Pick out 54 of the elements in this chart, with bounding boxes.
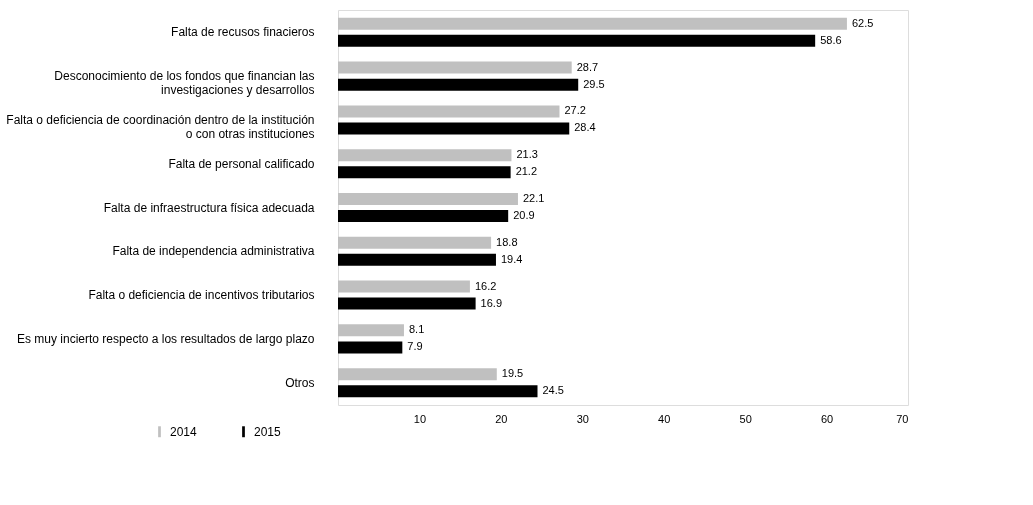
data-label: 7.9: [407, 340, 423, 353]
data-label: 19.4: [500, 252, 523, 265]
bar: [338, 192, 518, 205]
data-label: 20.9: [513, 209, 535, 222]
bar: [338, 341, 403, 354]
data-label: 22.1: [522, 191, 545, 204]
bar: [338, 280, 470, 293]
bar: [338, 253, 496, 266]
x-tick-label: 10: [413, 412, 427, 425]
bar: [338, 78, 579, 91]
bar: [338, 368, 497, 381]
data-label: 21.2: [515, 165, 538, 178]
y-tick-label: Desconocimiento de los fondos que financian las investigaciones y desarrollos: [54, 69, 315, 98]
y-tick-label: Falta de personal calificado: [168, 156, 315, 171]
x-tick-label: 20: [495, 412, 508, 425]
y-tick-label: Falta de infraestructura física adecuada: [103, 200, 315, 215]
bar: [338, 105, 560, 118]
x-tick-label: 50: [739, 412, 752, 425]
bar: [338, 61, 572, 74]
data-label: 16.2: [474, 279, 497, 292]
y-tick-label: Falta de recusos finacieros: [171, 25, 315, 40]
bar: [338, 34, 816, 47]
data-label: 62.5: [851, 16, 874, 29]
bar: [338, 210, 509, 223]
y-tick-label: Falta o deficiencia de coordinación dentro de la institución o con otras instituciones: [6, 112, 315, 141]
y-tick-label: Falta de independencia administrativa: [112, 244, 315, 259]
bar: [338, 324, 404, 337]
data-label: 27.2: [564, 104, 586, 117]
data-label: 28.4: [574, 121, 596, 134]
data-label: 29.5: [583, 77, 605, 90]
data-label: 58.6: [820, 33, 842, 46]
data-label: 16.9: [480, 296, 503, 309]
data-label: 18.8: [496, 235, 518, 248]
x-tick-label: 40: [658, 412, 671, 425]
x-tick-label: 60: [820, 412, 834, 425]
legend-label: 2014: [170, 424, 198, 439]
bar: [338, 385, 538, 398]
x-tick-label: 30: [576, 412, 589, 425]
y-tick-label: Es muy incierto respecto a los resultados de largo plazo: [17, 331, 315, 346]
data-label: 19.5: [501, 367, 524, 380]
data-label: 24.5: [542, 384, 564, 397]
x-tick-label: 70: [896, 412, 909, 425]
bar: [338, 166, 511, 179]
bar: [338, 17, 847, 30]
legend-label: 2015: [254, 424, 282, 439]
y-tick-label: Falta o deficiencia de incentivos tributarios: [88, 288, 315, 303]
bar: [338, 297, 476, 310]
bar: [338, 236, 492, 249]
data-label: 28.7: [576, 60, 599, 73]
data-label: 21.3: [516, 148, 538, 161]
bar: [338, 149, 512, 162]
data-label: 8.1: [408, 323, 425, 336]
y-tick-label: Otros: [285, 375, 315, 390]
bar: [338, 122, 570, 135]
